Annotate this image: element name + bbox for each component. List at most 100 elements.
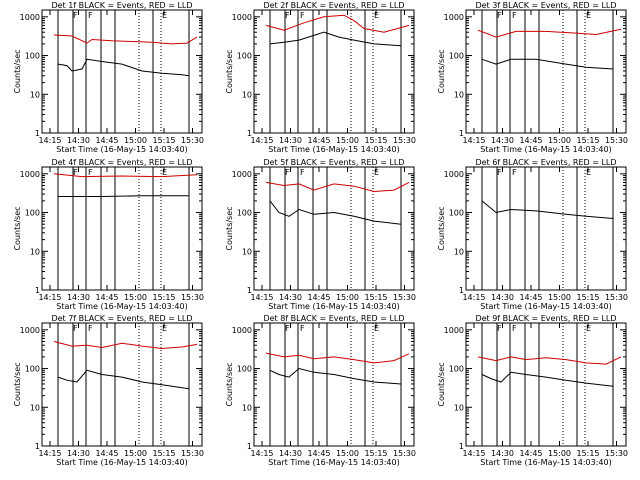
x-tick-label: 15:00 [548,136,571,145]
y-tick-label: 1000 [444,326,464,335]
y-tick-label: 100 [449,209,464,218]
x-tick-label: 14:45 [307,136,330,145]
events-series-line [58,195,189,197]
y-tick-label: 10 [454,403,464,412]
state-marker-label: F [88,324,93,333]
y-tick-label: 100 [237,365,252,374]
y-tick-label: 1000 [232,170,252,179]
chart-panel: Det 8f BLACK = Events, RED = LLD 1 10 100 10… [225,314,416,467]
lld-series-line [477,356,622,365]
state-marker-label: F [497,168,502,177]
state-marker-label: E [586,11,591,20]
y-tick-label: 100 [25,365,40,374]
x-tick-label: 14:45 [95,449,118,458]
x-tick-label: 14:45 [95,136,118,145]
y-tick-label: 10 [30,90,40,99]
y-axis-label: Counts/sec [13,49,22,93]
panel-title: Det 1f BLACK = Events, RED = LLD [51,1,192,10]
y-axis-label: Counts/sec [13,206,22,250]
y-axis-label: Counts/sec [225,362,234,406]
x-tick-label: 14:30 [279,293,302,302]
state-marker-label: F [285,168,290,177]
y-tick-label: 100 [237,209,252,218]
y-tick-label: 1 [247,442,252,451]
plot-frame [465,322,627,447]
state-marker-label: F [497,11,502,20]
y-tick-label: 100 [237,52,252,61]
y-tick-label: 100 [449,365,464,374]
x-tick-label: 15:30 [605,293,628,302]
x-tick-label: 14:30 [491,293,514,302]
x-tick-label: 15:00 [336,449,359,458]
y-axis-label: Counts/sec [13,362,22,406]
chart-panel: Det 7f BLACK = Events, RED = LLD 1 10 100 10… [13,314,204,467]
x-tick-label: 14:45 [519,136,542,145]
y-tick-label: 1000 [20,326,40,335]
x-axis-label: Start Time (16-May-15 14:03:40) [268,458,399,467]
x-tick-label: 15:30 [605,449,628,458]
y-tick-label: 10 [454,90,464,99]
x-axis-label: Start Time (16-May-15 14:03:40) [56,145,187,154]
state-marker-label: E [374,11,379,20]
panel-title: Det 8f BLACK = Events, RED = LLD [263,314,404,323]
x-tick-label: 15:15 [576,136,599,145]
x-axis-label: Start Time (16-May-15 14:03:40) [480,145,611,154]
y-tick-label: 1 [459,286,464,295]
lld-series-line [265,352,410,364]
events-series-line [269,367,402,385]
x-tick-label: 15:30 [393,449,416,458]
x-tick-label: 14:45 [95,293,118,302]
x-tick-label: 15:30 [393,293,416,302]
panel-title: Det 5f BLACK = Events, RED = LLD [263,158,404,167]
state-marker-label: F [512,168,517,177]
x-tick-label: 15:00 [548,449,571,458]
x-tick-label: 14:15 [250,449,273,458]
chart-panel: Det 9f BLACK = Events, RED = LLD 1 10 100 10… [437,314,628,467]
state-marker-label: F [73,168,78,177]
y-tick-label: 1 [247,286,252,295]
x-tick-label: 15:00 [124,293,147,302]
y-axis-label: Counts/sec [437,49,446,93]
x-tick-label: 15:00 [548,293,571,302]
state-marker-label: E [374,168,379,177]
y-tick-label: 10 [30,403,40,412]
state-marker-label: F [73,324,78,333]
lld-series-line [53,173,198,178]
panel-title: Det 9f BLACK = Events, RED = LLD [475,314,616,323]
chart-panel: Det 5f BLACK = Events, RED = LLD 1 10 100 10… [225,158,416,311]
lld-series-line [265,181,410,193]
y-tick-label: 100 [25,52,40,61]
x-axis-label: Start Time (16-May-15 14:03:40) [480,458,611,467]
y-tick-label: 10 [242,403,252,412]
x-tick-label: 14:15 [38,293,61,302]
lld-series-line [53,34,198,45]
x-tick-label: 14:15 [250,293,273,302]
x-tick-label: 14:30 [67,136,90,145]
y-tick-label: 10 [242,90,252,99]
x-axis-label: Start Time (16-May-15 14:03:40) [480,302,611,311]
state-marker-label: E [374,324,379,333]
x-tick-label: 14:45 [519,449,542,458]
x-tick-label: 15:15 [152,449,175,458]
state-marker-label: E [162,11,167,20]
x-tick-label: 15:00 [124,136,147,145]
y-tick-label: 1000 [232,13,252,22]
state-marker-label: F [300,324,305,333]
panel-title: Det 2f BLACK = Events, RED = LLD [263,1,404,10]
x-tick-label: 14:30 [491,449,514,458]
events-series-line [57,58,190,77]
plot-frame [41,166,203,291]
x-tick-label: 14:30 [279,136,302,145]
x-tick-label: 15:30 [393,136,416,145]
chart-panel: Det 1f BLACK = Events, RED = LLD 1 10 100 10… [13,1,204,154]
y-tick-label: 100 [449,52,464,61]
y-tick-label: 1000 [20,170,40,179]
x-tick-label: 15:15 [364,136,387,145]
x-tick-label: 15:00 [336,293,359,302]
events-series-line [57,369,190,390]
y-tick-label: 1000 [20,13,40,22]
x-tick-label: 15:30 [605,136,628,145]
events-series-line [269,200,402,225]
x-tick-label: 15:15 [152,293,175,302]
